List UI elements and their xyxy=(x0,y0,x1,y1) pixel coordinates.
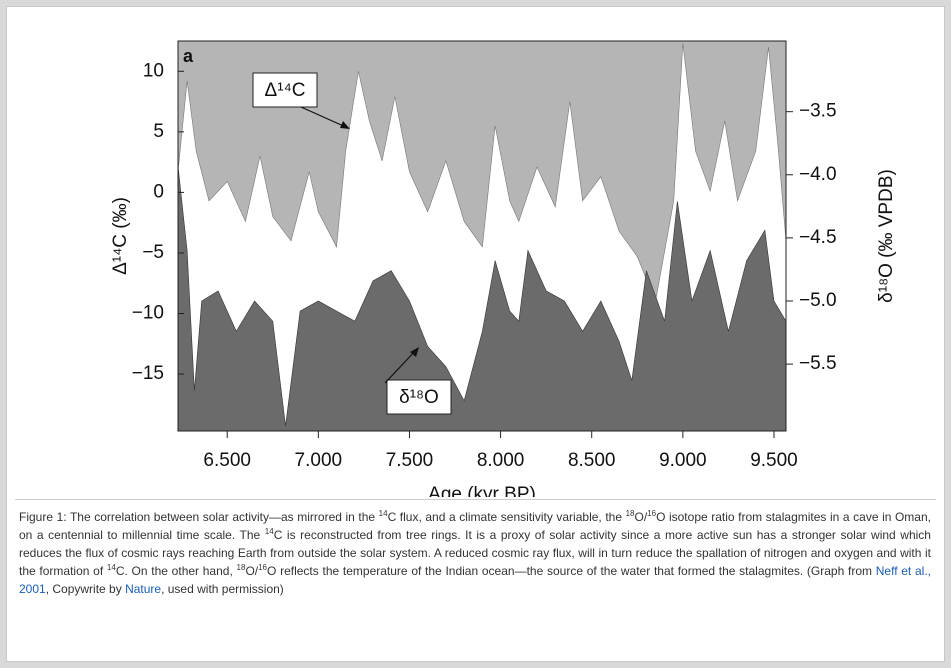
arrow-head xyxy=(410,347,419,357)
caption-text: , Copywrite by xyxy=(45,582,126,596)
caption-superscript: 14 xyxy=(106,563,116,572)
x-tick-label: 6.500 xyxy=(203,450,251,471)
caption-link[interactable]: Nature xyxy=(125,582,162,596)
caption-superscript: 18 xyxy=(625,509,635,518)
caption: Figure 1: The correlation between solar … xyxy=(19,508,931,598)
y-tick-label: 5 xyxy=(153,121,164,142)
plot-frame xyxy=(177,40,787,432)
caption-link[interactable]: Neff et al., 2001 xyxy=(19,564,931,596)
annotation: Δ¹⁴C xyxy=(265,80,306,101)
y-tick-label: 10 xyxy=(143,60,164,81)
caption-text: O/ xyxy=(245,564,259,578)
caption-text: , used with permission) xyxy=(161,582,284,596)
y2-tick-label: −4.5 xyxy=(799,227,837,248)
caption-superscript: 14 xyxy=(378,509,388,518)
caption-text: O isotope ratio from stalagmites in a ca… xyxy=(19,510,931,542)
annotation-arrow xyxy=(384,348,418,384)
caption-text: C is reconstructed from tree rings. It i… xyxy=(19,528,931,578)
caption-text: C flux, and a climate sensitivity variab… xyxy=(387,510,626,524)
y-tick-label: 0 xyxy=(153,181,164,202)
caption-superscript: 18 xyxy=(236,563,246,572)
caption-text: O reflects the temperature of the Indian… xyxy=(267,564,876,578)
y2-tick-label: −5.0 xyxy=(799,290,837,311)
y2-tick-label: −5.5 xyxy=(799,353,837,374)
x-tick-label: 9.000 xyxy=(659,450,707,471)
x-tick-label: 7.500 xyxy=(386,450,434,471)
figure-frame: 10 5 0 −5 −10 −15 −3.5 −4.0 −4.5 −5.0 −5.5 6.500 7.0… xyxy=(6,6,945,662)
y-tick-label: −15 xyxy=(132,363,164,384)
annotation: δ¹⁸O xyxy=(399,387,439,408)
panel-label: a xyxy=(183,46,194,66)
y-tick-label: −10 xyxy=(132,303,164,324)
y-tick-label: −5 xyxy=(142,242,164,263)
annotation-arrow xyxy=(300,106,349,129)
x-tick-label: 7.000 xyxy=(295,450,343,471)
x-tick-label: 8.500 xyxy=(568,450,616,471)
separator xyxy=(15,499,936,500)
x-tick-label: 9.500 xyxy=(750,450,798,471)
caption-superscript: 14 xyxy=(264,527,274,536)
y-axis-title: Δ¹⁴C (‰) xyxy=(110,197,131,275)
y2-tick-label: −3.5 xyxy=(799,101,837,122)
y2-tick-label: −4.0 xyxy=(799,164,837,185)
x-axis-title: Age (kyr BP) xyxy=(428,484,536,497)
arrow-head xyxy=(340,121,350,129)
area xyxy=(178,165,786,431)
x-tick-label: 8.000 xyxy=(477,450,525,471)
caption-text: C. On the other hand, xyxy=(115,564,237,578)
caption-text: Figure 1: The correlation between solar … xyxy=(19,510,379,524)
annotation-box xyxy=(386,379,452,415)
y2-axis-title: δ¹⁸O (‰ VPDB) xyxy=(876,169,897,303)
caption-superscript: 16 xyxy=(647,509,657,518)
chart: 10 5 0 −5 −10 −15 −3.5 −4.0 −4.5 −5.0 −5.5 6.500 7.0… xyxy=(110,40,897,497)
caption-text: O/ xyxy=(634,510,648,524)
annotation-box xyxy=(252,72,318,108)
caption-superscript: 16 xyxy=(258,563,268,572)
